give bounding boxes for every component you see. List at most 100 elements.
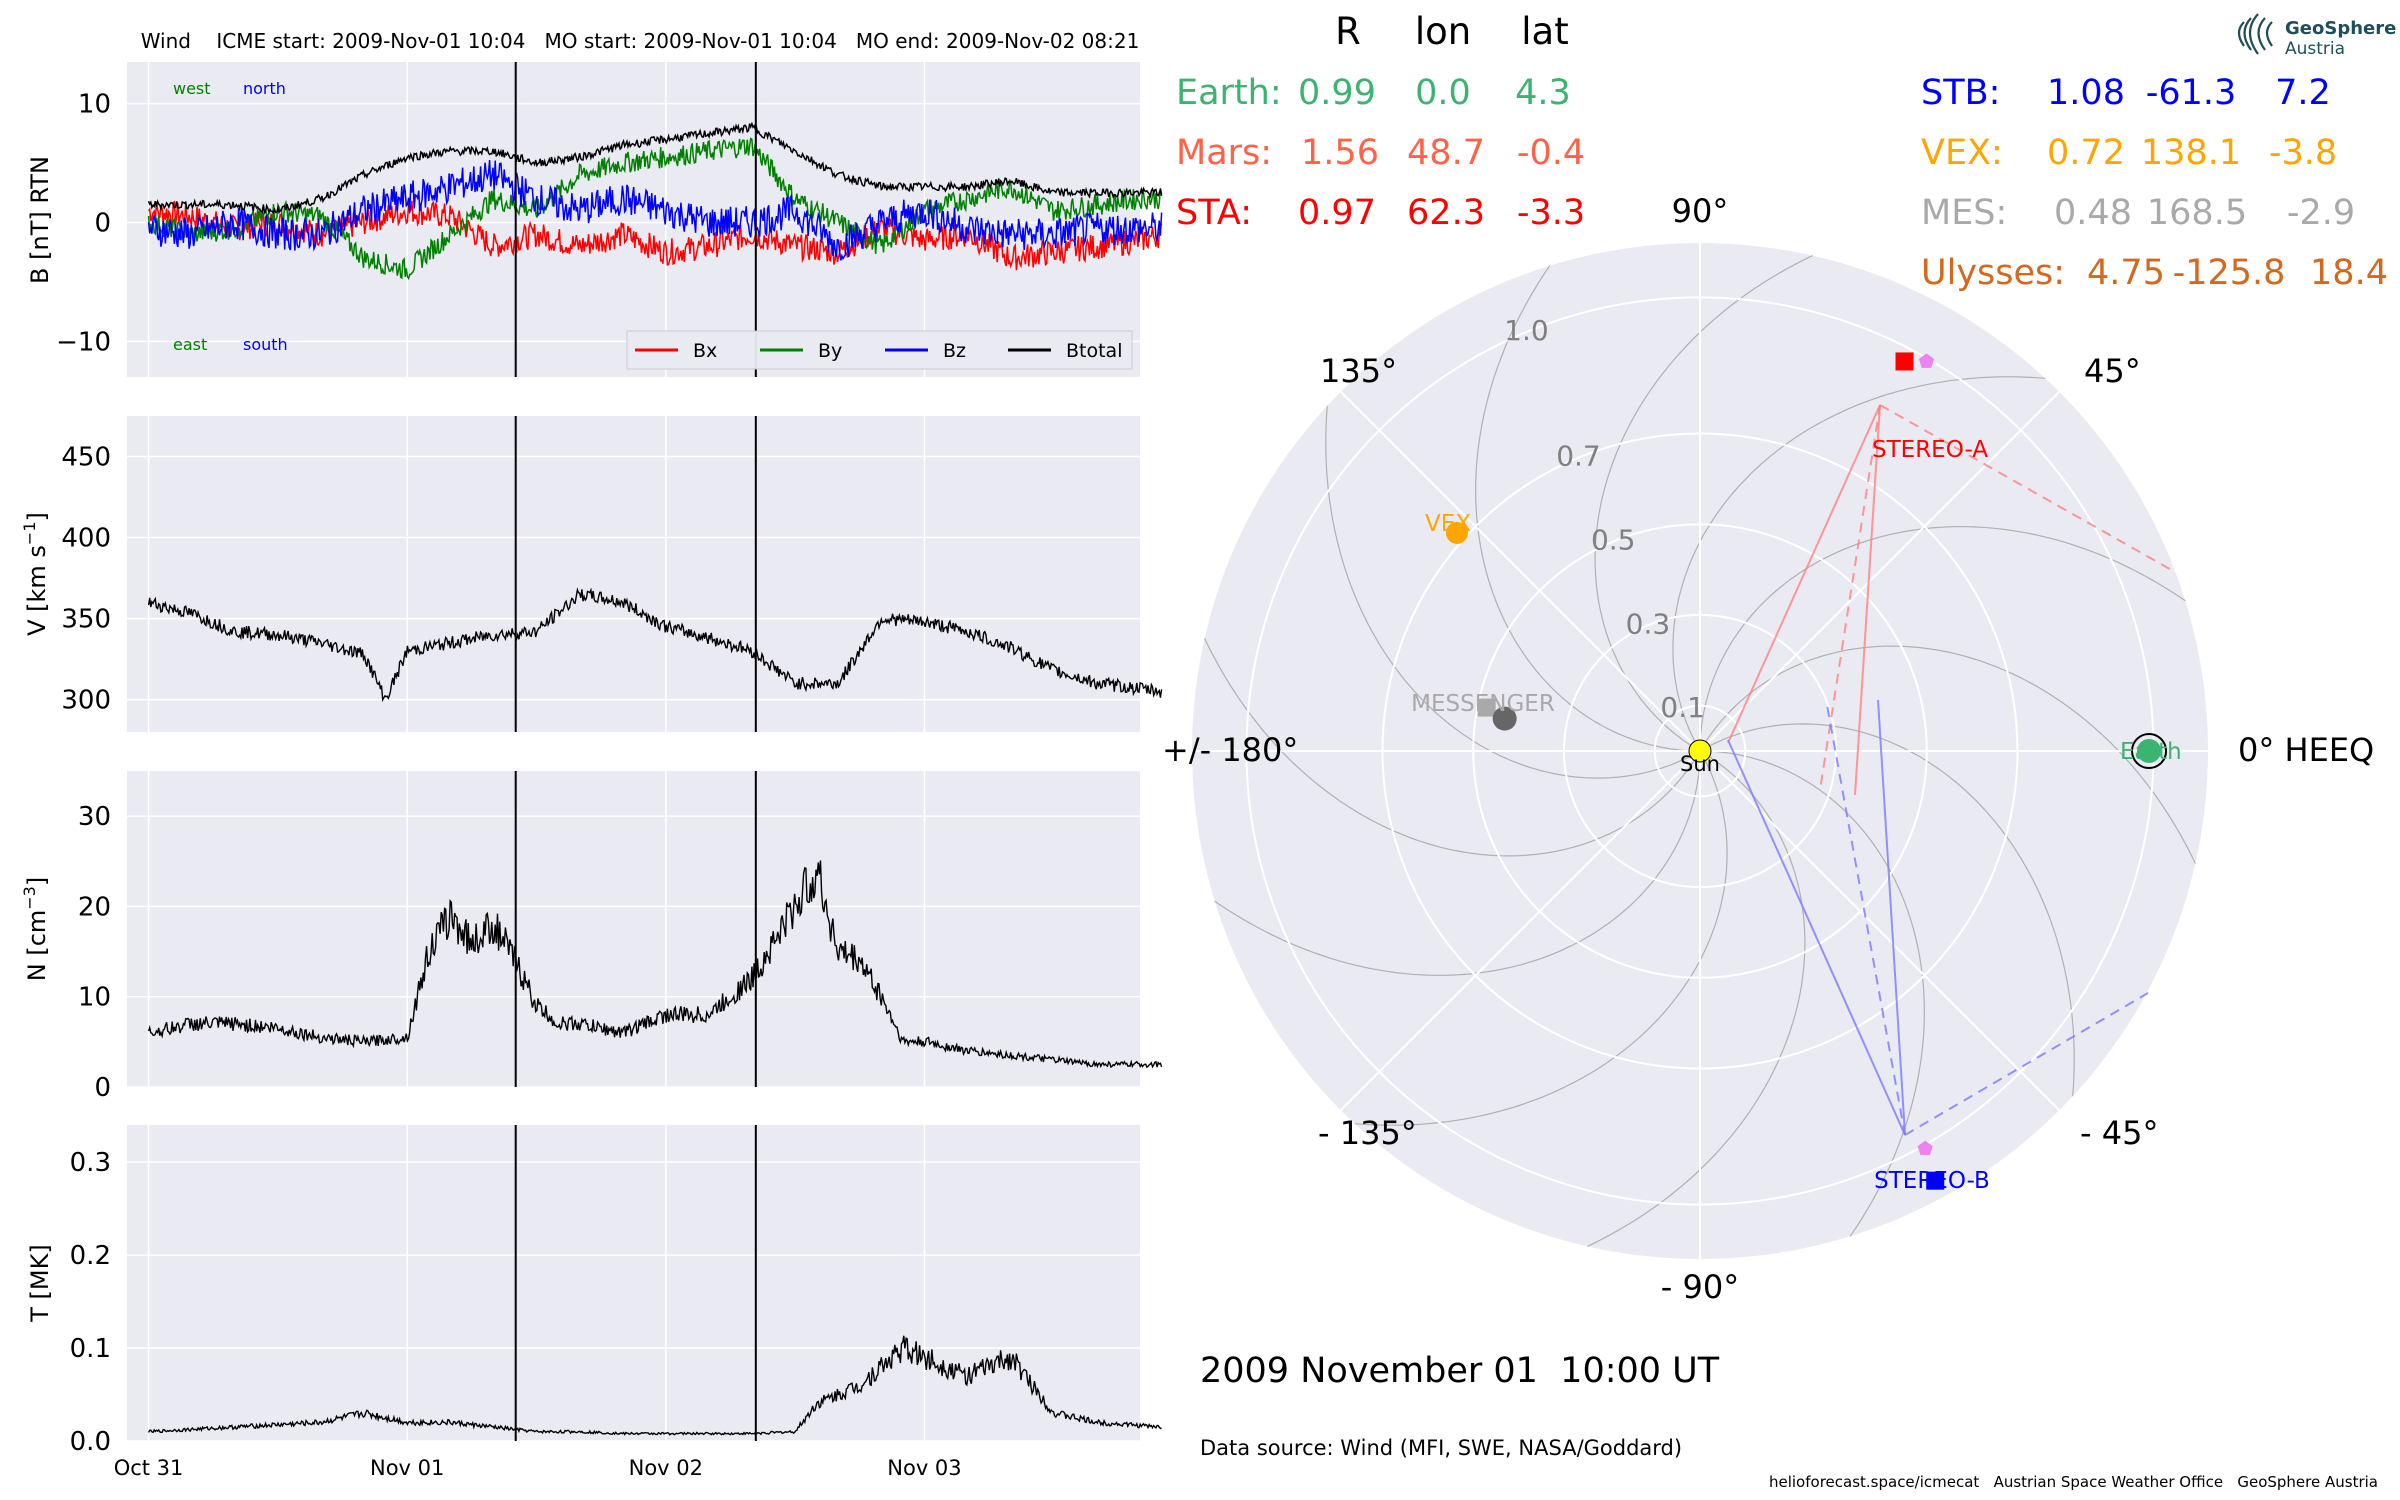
table-sta-lon: 62.3	[1407, 193, 1485, 233]
polar-ring-labels: 0.1 0.3 0.5 0.7 1.0	[1504, 314, 1705, 724]
position-table: R lon lat Earth: 0.99 0.0 4.3 Mars: 1.56…	[1176, 10, 2388, 293]
panel-n-grid	[127, 771, 1140, 1088]
spiral-line	[1475, 265, 1700, 752]
label-vex: VEX	[1425, 511, 1471, 537]
table-header-lon: lon	[1415, 10, 1471, 53]
sta-pentagon-marker	[1918, 353, 1935, 368]
x-tick-label: Oct 31	[114, 1456, 184, 1480]
geosphere-logo-mark	[2237, 13, 2273, 55]
sun-marker	[1688, 739, 1712, 763]
series-line-by	[147, 137, 1163, 281]
polar-spoke	[1340, 391, 1701, 752]
y-tick-label: 0.1	[70, 1334, 111, 1364]
table-ulysses-name: Ulysses:	[1921, 253, 2065, 293]
stereo-fov-lines	[1727, 404, 2176, 1136]
label-sun: Sun	[1680, 752, 1720, 776]
panel-magnetic-field: 100−10 B [nT] RTN west north east south …	[26, 62, 1163, 377]
logo-line-2: Austria	[2285, 39, 2345, 59]
angle-label-0: 0° HEEQ	[2238, 731, 2374, 769]
x-axis-ticks: Oct 31 Nov 01 Nov 02 Nov 03	[114, 1456, 962, 1480]
spiral-line	[1699, 645, 2196, 864]
panel-v-lines	[147, 416, 1163, 732]
panel-n-ylabel-main: N [cm	[23, 910, 51, 982]
label-stereo-a: STEREO-A	[1872, 437, 1988, 463]
series-line-bz	[147, 159, 1163, 261]
panel-density: 30 20 10 0 N [cm−3]	[20, 771, 1163, 1103]
stereoa-marker	[1895, 352, 1914, 371]
panel-n-ylabel-end: ]	[23, 877, 51, 886]
table-earth-r: 0.99	[1298, 73, 1376, 113]
series-line-t	[147, 1335, 1162, 1436]
angle-label-45: 45°	[2084, 352, 2141, 390]
y-tick-label: 0.0	[70, 1427, 111, 1457]
table-vex-name: VEX:	[1921, 133, 2003, 173]
panel-t-ticks: 0.3 0.2 0.1 0.0	[70, 1148, 111, 1457]
table-ulysses-lon: -125.8	[2173, 253, 2286, 293]
series-line-n	[147, 860, 1163, 1069]
y-tick-label: 0	[94, 208, 111, 238]
y-tick-label: 350	[61, 605, 111, 635]
stb-dash-2	[1904, 992, 2149, 1136]
panel-n-background	[127, 771, 1140, 1087]
panel-v-grid	[127, 416, 1140, 732]
spiral-line	[1672, 376, 2046, 752]
panel-v-ylabel-end: ]	[23, 512, 51, 521]
y-tick-label: 0.3	[70, 1148, 111, 1178]
y-tick-label: 0	[94, 1073, 111, 1103]
legend: Bx By Bz Btotal	[626, 330, 1133, 370]
table-mes-name: MES:	[1921, 193, 2007, 233]
stb-pentagon-marker	[1917, 1140, 1933, 1156]
spiral-line	[1700, 750, 1925, 1237]
y-tick-label: 30	[78, 802, 111, 832]
date-label: 2009 November 01 10:00 UT	[1200, 1351, 1720, 1391]
panel-t-ylabel: T [MK]	[26, 1244, 54, 1322]
x-tick-label: Nov 03	[887, 1456, 961, 1480]
sta-dash-2	[1879, 404, 2176, 573]
angle-label-minus-90: - 90°	[1661, 1268, 1739, 1306]
series-line-btotal	[147, 121, 1163, 216]
panel-n-lines	[147, 771, 1163, 1087]
table-mes-lat: -2.9	[2287, 193, 2355, 233]
table-mars-lon: 48.7	[1407, 133, 1485, 173]
ring-label: 0.5	[1591, 523, 1636, 556]
data-source: Data source: Wind (MFI, SWE, NASA/Goddar…	[1200, 1436, 1682, 1460]
logo-line-1: GeoSphere	[2285, 18, 2396, 39]
spiral-line	[1594, 255, 1813, 752]
legend-label-bz: Bz	[943, 340, 966, 362]
sta-line-2	[1854, 404, 1881, 796]
table-vex-lat: -3.8	[2269, 133, 2337, 173]
legend-label-bx: Bx	[693, 340, 717, 362]
table-stb-r: 1.08	[2047, 73, 2125, 113]
label-north: north	[243, 79, 286, 98]
x-tick-label: Nov 01	[370, 1456, 444, 1480]
polar-plot: 0.1 0.3 0.5 0.7 1.0 STEREO-A STEREO-B VEX ME…	[1162, 192, 2374, 1306]
table-header-lat: lat	[1521, 10, 1568, 53]
y-tick-label: 20	[78, 892, 111, 922]
spiral-line	[1204, 638, 1701, 857]
legend-label-by: By	[818, 340, 842, 362]
panel-v-ticks: 450 400 350 300	[61, 443, 111, 716]
label-west: west	[173, 79, 211, 98]
polar-spirals	[1204, 255, 2196, 1247]
spiral-line	[1214, 751, 1701, 976]
y-tick-label: 400	[61, 524, 111, 554]
panel-t-lines	[147, 1125, 1162, 1441]
table-mes-r: 0.48	[2054, 193, 2132, 233]
panel-n-ylabel-sup: −3	[20, 886, 39, 910]
panel-b-lines	[147, 62, 1163, 377]
earth-marker-ring	[2131, 733, 2168, 769]
panel-temperature: 0.3 0.2 0.1 0.0 T [MK]	[26, 1125, 1162, 1457]
messenger-dot-marker	[1492, 706, 1517, 731]
table-ulysses-r: 4.75	[2087, 253, 2165, 293]
stb-line-2	[1877, 699, 1906, 1136]
spiral-line	[1354, 750, 1728, 1126]
label-earth: Earth	[2120, 739, 2182, 765]
panel-b-ticks: 10 0 −10	[56, 90, 111, 358]
series-line-v	[147, 587, 1163, 703]
sta-line-1	[1727, 404, 1881, 744]
stb-line-1	[1727, 739, 1906, 1136]
vex-marker	[1445, 521, 1468, 544]
panel-v-ylabel: V [km s−1]	[20, 512, 51, 636]
panel-b-ylabel: B [nT] RTN	[26, 156, 54, 284]
y-tick-label: −10	[56, 327, 111, 357]
